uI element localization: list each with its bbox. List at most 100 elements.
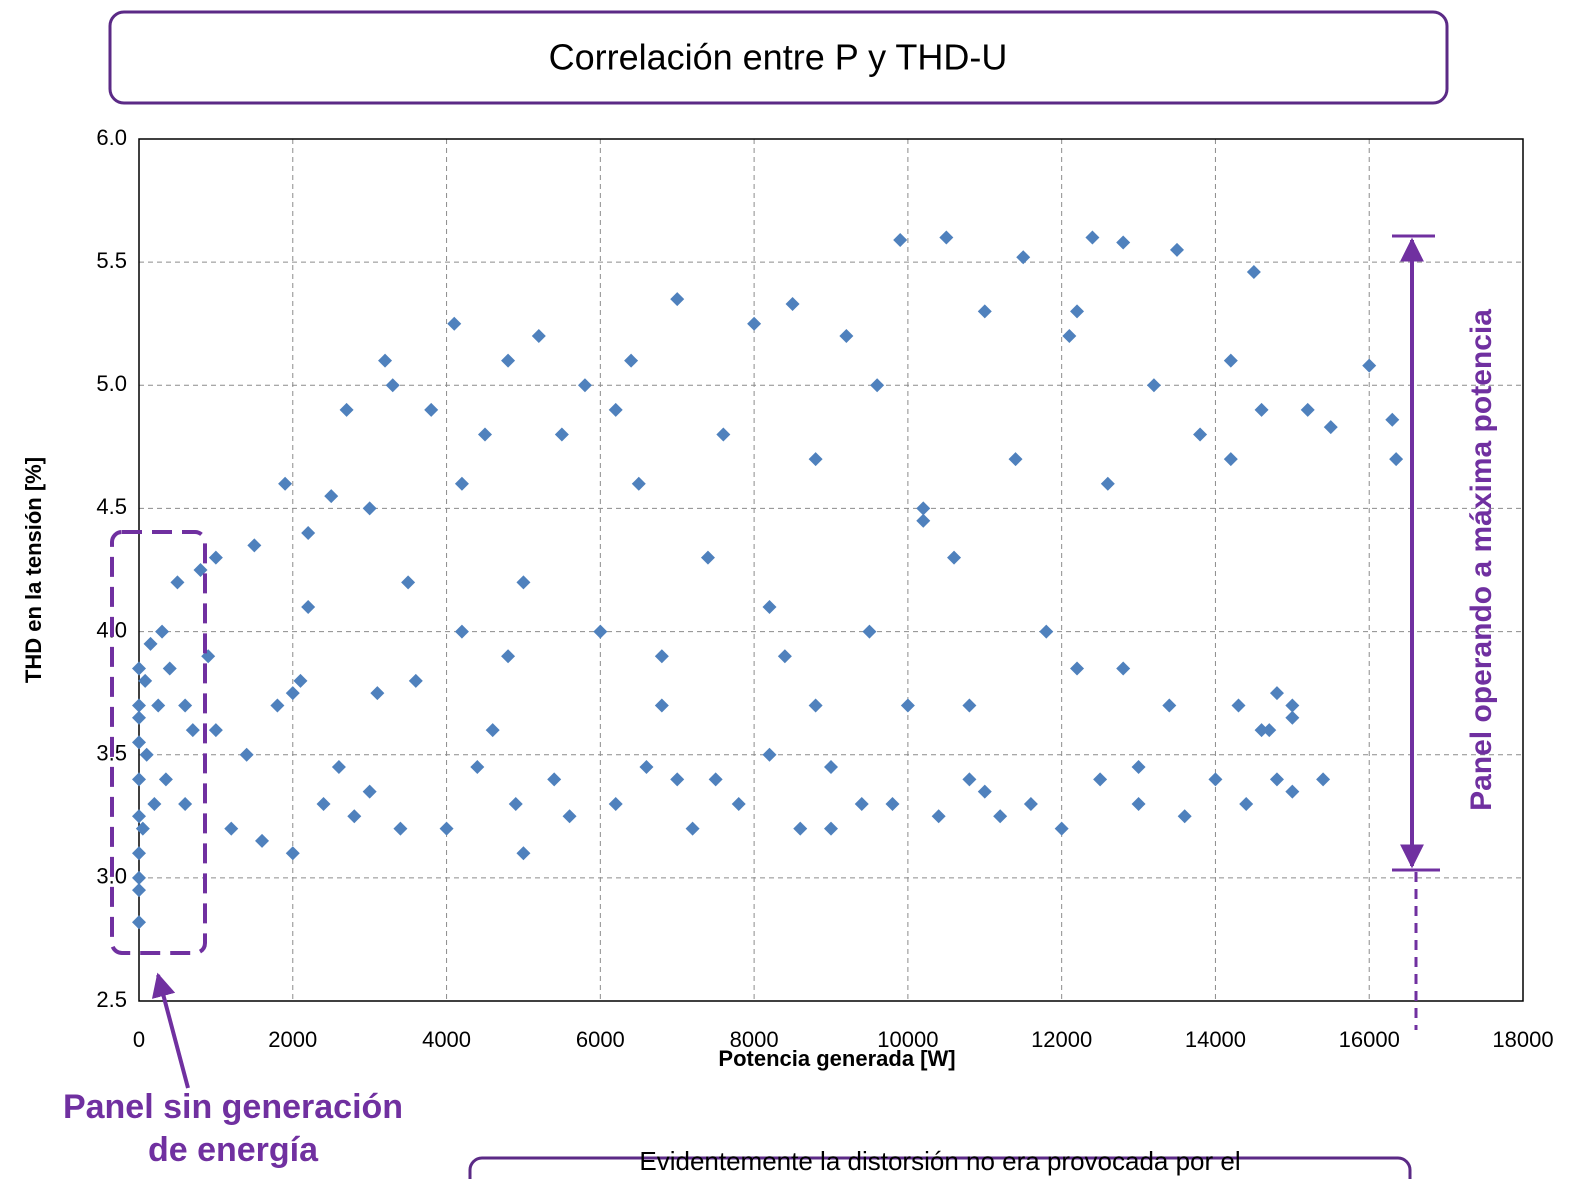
y-tick-label: 5.0 [96, 371, 127, 396]
point [132, 710, 146, 725]
point [301, 526, 316, 541]
point [1193, 427, 1208, 442]
point [685, 821, 700, 836]
point [378, 353, 393, 368]
x-tick-label: 18000 [1492, 1027, 1553, 1052]
point [151, 698, 166, 713]
point [808, 452, 823, 467]
point [785, 297, 800, 312]
point [608, 402, 623, 417]
point [1300, 402, 1315, 417]
point [454, 476, 469, 491]
point [824, 821, 838, 836]
point [1285, 710, 1300, 725]
highlight-box [110, 530, 207, 955]
point [654, 649, 669, 664]
point [1100, 476, 1115, 491]
point [931, 809, 946, 824]
point [762, 747, 777, 762]
point [631, 476, 646, 491]
y-tick-label: 4.5 [96, 494, 127, 519]
point [516, 846, 531, 861]
point [547, 772, 562, 787]
point [401, 575, 416, 590]
point [132, 883, 146, 898]
plot-area: 2.53.03.54.04.55.05.56.00 2000 4000 6000 800… [96, 125, 1553, 1052]
point [1316, 772, 1331, 787]
point [1231, 698, 1246, 713]
point [239, 747, 254, 762]
point [447, 316, 462, 331]
point [132, 661, 146, 676]
y-tick-label: 5.5 [96, 248, 127, 273]
point [1323, 420, 1338, 435]
point [839, 329, 854, 344]
point [1162, 698, 1177, 713]
point [670, 292, 685, 307]
x-tick-label: 14000 [1185, 1027, 1246, 1052]
point [700, 550, 715, 565]
point [247, 538, 262, 553]
point [158, 772, 173, 787]
annotation: Panel sin generación [63, 1088, 403, 1126]
point [301, 599, 316, 614]
point [132, 846, 146, 861]
point [1246, 264, 1261, 279]
point [1085, 230, 1100, 245]
point [962, 772, 977, 787]
point [1062, 329, 1077, 344]
annotation: Panel operando a máxima potencia [1465, 309, 1498, 811]
x-tick-label: 16000 [1339, 1027, 1400, 1052]
point [135, 821, 150, 836]
point [977, 304, 992, 319]
point [516, 575, 531, 590]
point [393, 821, 408, 836]
point [339, 402, 354, 417]
arrow [151, 972, 190, 1089]
point [1269, 772, 1284, 787]
point [138, 673, 153, 688]
point [1239, 796, 1254, 811]
point [824, 760, 838, 775]
point [554, 427, 569, 442]
point [1093, 772, 1108, 787]
point [285, 686, 300, 701]
point [1262, 723, 1277, 738]
point [708, 772, 723, 787]
point [1116, 661, 1131, 676]
point [1223, 353, 1238, 368]
point [893, 232, 908, 247]
y-axis-label: THD en la tensión [%] [21, 457, 46, 683]
point [478, 427, 492, 442]
point [501, 649, 516, 664]
note-box [468, 1156, 1412, 1179]
point [331, 760, 346, 775]
point [608, 796, 623, 811]
point [132, 915, 146, 930]
point [808, 698, 823, 713]
point [208, 550, 223, 565]
point [1131, 796, 1146, 811]
point [501, 353, 516, 368]
point [362, 501, 377, 516]
point [1254, 723, 1269, 738]
point [139, 747, 154, 762]
point [1254, 402, 1269, 417]
point [731, 796, 746, 811]
point [1070, 661, 1085, 676]
point [777, 649, 792, 664]
note-text: Evidentemente la distorsión no era provo… [639, 1146, 1240, 1176]
point [562, 809, 577, 824]
point [255, 833, 270, 848]
point [916, 501, 931, 516]
point [1385, 412, 1400, 427]
point [1170, 242, 1184, 257]
point [624, 353, 639, 368]
point [1269, 686, 1284, 701]
point [132, 809, 146, 824]
point [916, 513, 931, 528]
point [424, 402, 439, 417]
point [670, 772, 685, 787]
